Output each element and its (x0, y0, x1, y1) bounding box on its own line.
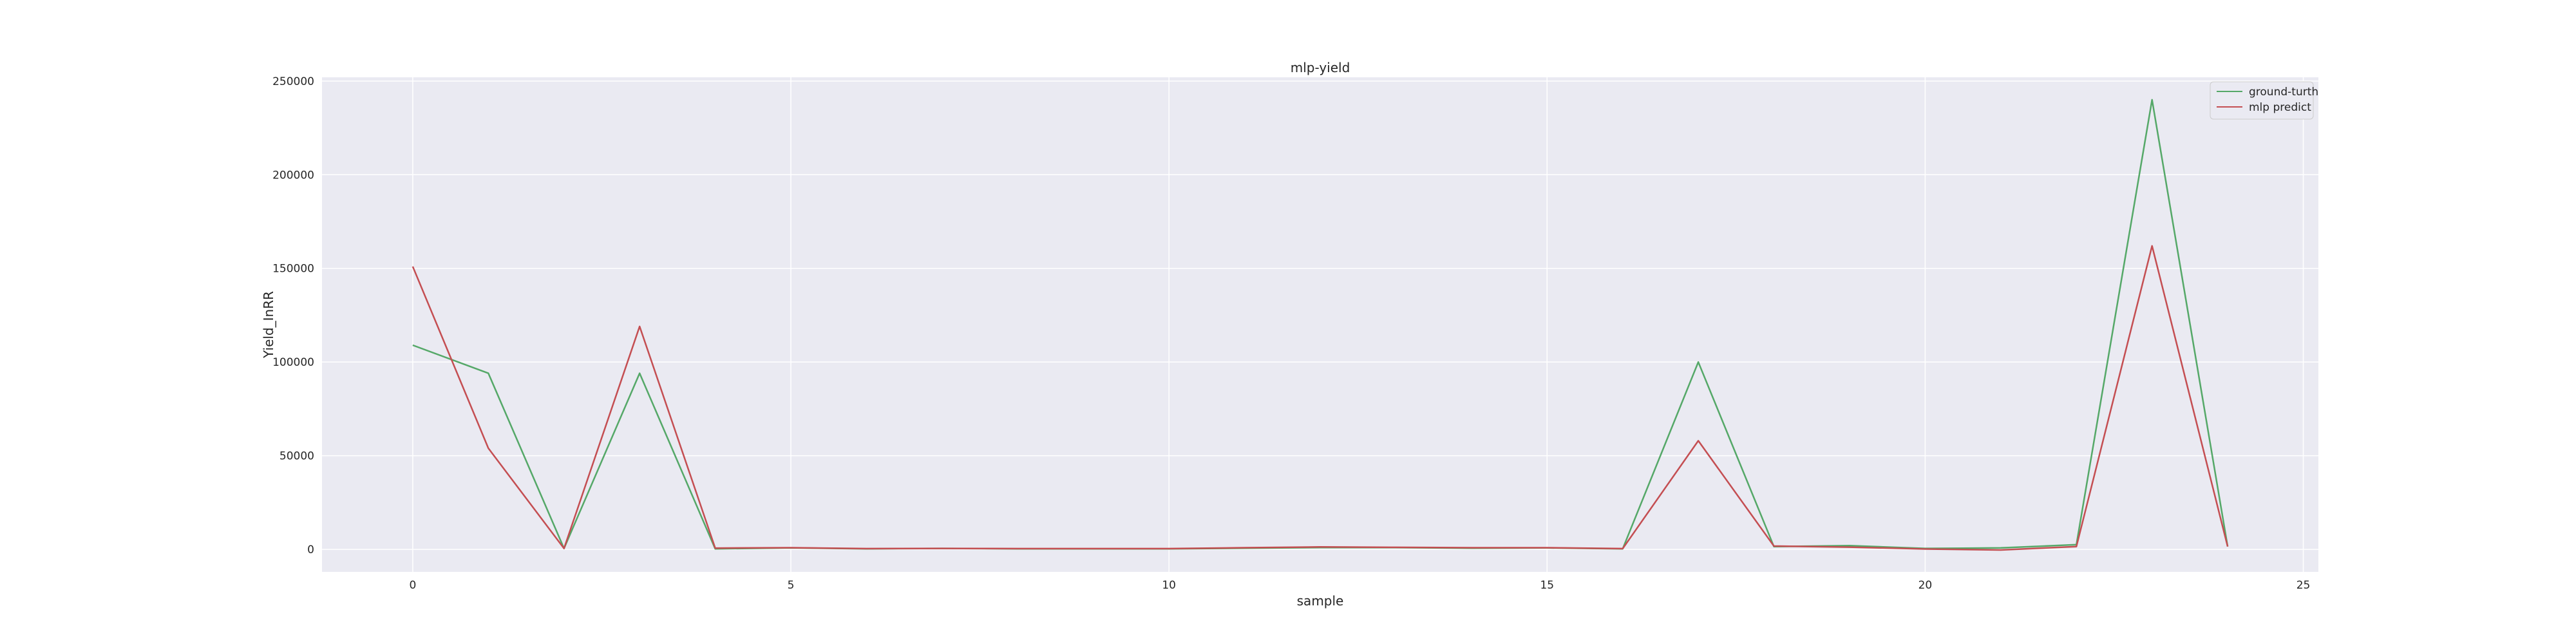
y-tick-label: 100000 (272, 356, 314, 369)
x-tick-label: 15 (1540, 579, 1554, 592)
x-axis-label: sample (1297, 593, 1344, 609)
chart-title: mlp-yield (1291, 60, 1350, 75)
y-tick-label: 150000 (272, 263, 314, 276)
y-tick-labels: 0 50000 100000 150000 200000 250000 (272, 75, 314, 556)
legend: ground-turth mlp predict (2210, 81, 2318, 120)
x-tick-label: 5 (788, 579, 795, 592)
legend-label-mlp-predict: mlp predict (2249, 101, 2311, 114)
x-tick-label: 25 (2297, 579, 2311, 592)
x-tick-label: 0 (409, 579, 416, 592)
y-tick-label: 200000 (272, 169, 314, 182)
y-tick-label: 50000 (279, 450, 314, 463)
y-tick-label: 0 (307, 544, 314, 556)
y-tick-label: 250000 (272, 75, 314, 88)
y-axis-label: Yield_InRR (261, 291, 276, 359)
series-line-mlp-predict (412, 245, 2229, 551)
x-tick-label: 10 (1162, 579, 1176, 592)
series-lines (412, 99, 2229, 551)
x-tick-labels: 0 5 10 15 20 25 (409, 579, 2310, 592)
x-tick-label: 20 (1918, 579, 1933, 592)
plot-area (322, 77, 2318, 572)
legend-label-ground-turth: ground-turth (2249, 86, 2318, 99)
grid-lines (322, 77, 2318, 572)
